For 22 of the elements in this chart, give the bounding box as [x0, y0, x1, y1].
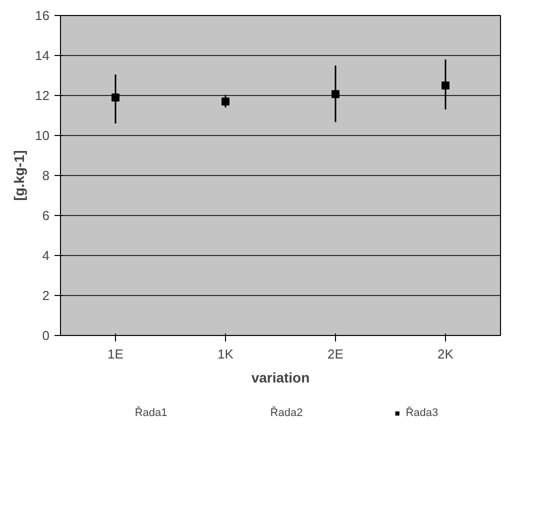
y-tick-label: 2	[42, 288, 50, 303]
y-tick-label: 12	[35, 88, 50, 103]
y-tick-label: 8	[42, 168, 50, 183]
y-tick-label: 16	[35, 8, 50, 23]
y-tick-label: 10	[35, 128, 50, 143]
y-tick-label: 4	[42, 248, 50, 263]
y-axis-title: [g.kg-1]	[11, 150, 28, 201]
text: Řada2	[270, 407, 303, 419]
y-tick-label: 6	[42, 208, 50, 223]
point	[112, 94, 120, 102]
x-tick-label: 2K	[438, 346, 454, 362]
y-tick-label: 0	[42, 328, 50, 343]
point	[222, 98, 230, 106]
x-tick-label: 2E	[328, 346, 344, 362]
x-tick-label: 1E	[108, 346, 124, 362]
point	[442, 82, 450, 90]
x-tick-label: 1K	[218, 346, 234, 362]
y-tick-label: 14	[35, 48, 50, 63]
point	[332, 90, 340, 98]
text: Řada1	[134, 407, 168, 419]
legend-label: Řada3	[406, 407, 438, 419]
x-axis-title: variation	[251, 370, 310, 386]
